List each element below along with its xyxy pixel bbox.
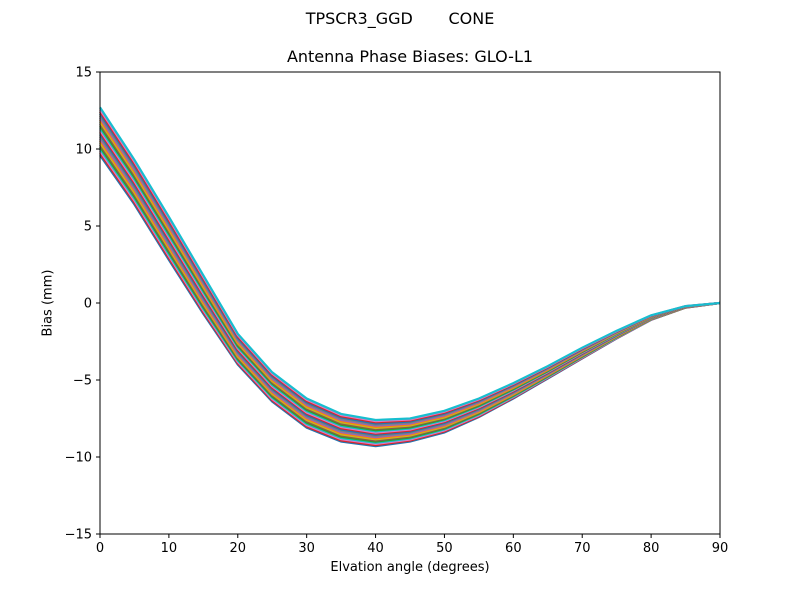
chart-title: Antenna Phase Biases: GLO-L1	[286, 47, 534, 66]
x-tick-label: 70	[574, 541, 591, 556]
y-tick-label: 5	[84, 220, 92, 235]
y-tick-label: 10	[75, 143, 92, 158]
x-tick-label: 60	[505, 541, 522, 556]
y-tick-label: 0	[84, 297, 92, 312]
x-tick-label: 90	[712, 541, 729, 556]
y-tick-label: −5	[73, 374, 92, 389]
y-axis-ticks: −15 −10 −5 0 5 10 15	[65, 66, 100, 543]
data-lines	[99, 106, 721, 448]
x-tick-label: 10	[161, 541, 178, 556]
y-axis-label: Bias (mm)	[40, 269, 56, 337]
x-tick-label: 50	[436, 541, 453, 556]
axes-frame	[99, 71, 721, 535]
x-axis-ticks: 0 10 20 30 40 50 60 70 80 90	[96, 534, 728, 556]
figure-suptitle: TPSCR3_GGD CONE	[305, 9, 495, 28]
x-tick-label: 40	[367, 541, 384, 556]
x-axis-label: Elvation angle (degrees)	[330, 560, 490, 575]
series-line	[99, 106, 721, 422]
x-tick-label: 30	[298, 541, 315, 556]
x-tick-label: 0	[96, 541, 104, 556]
x-tick-label: 20	[230, 541, 247, 556]
y-tick-label: −10	[65, 451, 92, 466]
series-line	[99, 154, 721, 448]
y-tick-label: 15	[75, 66, 92, 81]
y-tick-label: −15	[65, 528, 92, 543]
x-tick-label: 80	[643, 541, 660, 556]
